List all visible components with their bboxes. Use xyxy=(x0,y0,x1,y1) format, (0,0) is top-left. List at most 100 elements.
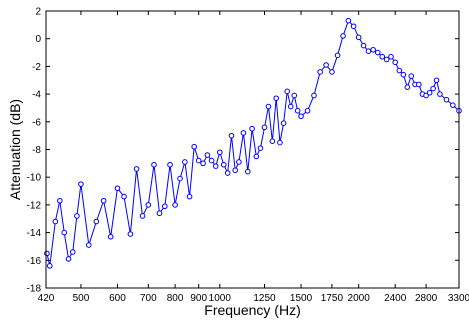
data-point xyxy=(374,49,381,56)
data-point xyxy=(245,168,251,175)
data-point xyxy=(294,107,301,114)
data-point xyxy=(212,163,219,169)
x-tick-label: 1000 xyxy=(209,293,232,304)
data-point xyxy=(350,23,357,30)
data-point xyxy=(340,33,346,39)
data-point xyxy=(156,210,163,217)
data-point xyxy=(383,56,390,63)
data-point xyxy=(360,42,367,49)
data-point xyxy=(217,149,223,156)
x-tick-label: 2800 xyxy=(415,293,438,304)
data-point xyxy=(284,88,291,95)
data-point xyxy=(127,231,134,237)
x-tick-label: 1750 xyxy=(321,293,344,304)
data-point xyxy=(437,91,443,97)
data-point xyxy=(191,143,197,150)
data-point xyxy=(74,213,80,219)
x-tick-label: 600 xyxy=(109,293,126,304)
data-point xyxy=(400,71,407,78)
data-point xyxy=(162,203,168,210)
data-point xyxy=(423,92,429,99)
data-point xyxy=(291,92,298,99)
data-point xyxy=(311,92,317,99)
series-layer xyxy=(44,17,462,269)
x-tick-label: 2000 xyxy=(348,293,371,304)
data-point xyxy=(277,139,283,146)
y-tick-label: -4 xyxy=(32,90,41,101)
series-line xyxy=(46,19,460,266)
y-tick-label: -16 xyxy=(27,256,42,267)
data-point xyxy=(208,157,215,164)
x-tick-label: 800 xyxy=(167,293,184,304)
data-point xyxy=(139,213,146,219)
data-point xyxy=(121,193,127,200)
data-point xyxy=(228,132,235,139)
data-point xyxy=(269,138,276,144)
data-point xyxy=(151,161,157,168)
data-point xyxy=(304,107,311,114)
data-point xyxy=(430,85,436,92)
data-point xyxy=(280,120,287,126)
data-point xyxy=(416,81,422,88)
data-point xyxy=(78,181,84,187)
data-point xyxy=(195,157,202,164)
y-tick-label: -8 xyxy=(32,145,41,156)
data-point xyxy=(329,69,335,75)
data-point xyxy=(298,113,304,120)
data-point xyxy=(177,175,183,182)
x-tick-label: 2400 xyxy=(384,293,407,304)
data-point xyxy=(345,17,352,24)
data-point xyxy=(240,130,247,136)
data-point xyxy=(182,159,188,165)
data-point xyxy=(236,159,242,165)
x-tick-label: 420 xyxy=(38,293,55,304)
x-axis-label: Frequency (Hz) xyxy=(204,302,300,318)
y-tick-label: 2 xyxy=(35,7,41,18)
data-point xyxy=(100,197,107,204)
x-tick-label: 1250 xyxy=(253,293,276,304)
data-point xyxy=(334,52,341,59)
data-point xyxy=(433,77,440,84)
data-point xyxy=(186,193,193,200)
data-point xyxy=(167,161,173,168)
data-point xyxy=(370,46,376,53)
data-point xyxy=(69,249,76,255)
y-tick-label: -14 xyxy=(27,228,42,239)
data-point xyxy=(404,84,411,90)
x-tick-marks xyxy=(45,11,460,288)
data-point xyxy=(261,124,268,131)
x-tick-label: 3300 xyxy=(448,293,469,304)
data-point xyxy=(114,185,121,192)
x-tick-label: 500 xyxy=(73,293,90,304)
data-point xyxy=(232,167,239,174)
data-point xyxy=(317,69,323,75)
data-point xyxy=(443,96,450,103)
data-point xyxy=(204,152,211,158)
data-point xyxy=(379,53,386,60)
data-point xyxy=(57,197,63,204)
data-point xyxy=(426,89,433,96)
x-tick-label: 1500 xyxy=(290,293,313,304)
data-point xyxy=(61,229,68,236)
data-point xyxy=(145,202,152,208)
x-tick-labels: 420 500 600 700 800 900 1000 1250 1500 1750 2000 24… xyxy=(38,293,469,304)
data-point xyxy=(200,160,206,167)
data-point xyxy=(220,161,227,168)
x-tick-label: 900 xyxy=(190,293,207,304)
data-point xyxy=(450,102,456,108)
data-point xyxy=(52,218,59,225)
data-point xyxy=(85,242,92,248)
data-point xyxy=(388,53,394,60)
data-point xyxy=(93,218,100,225)
y-tick-label: -12 xyxy=(27,200,42,211)
y-tick-label: 0 xyxy=(35,34,41,45)
data-point xyxy=(355,34,362,41)
data-point xyxy=(392,59,399,66)
data-point xyxy=(287,103,294,110)
y-tick-labels: -18 -16 -14 -12 -10 -8 -6 -4 -2 0 2 xyxy=(27,7,42,295)
data-point xyxy=(44,250,50,257)
y-tick-marks xyxy=(46,10,459,289)
data-point xyxy=(323,62,329,68)
data-point xyxy=(224,170,231,176)
